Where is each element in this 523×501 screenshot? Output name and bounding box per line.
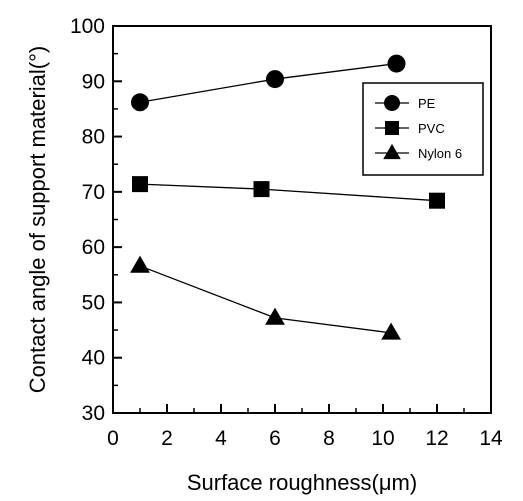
legend-marker	[385, 121, 399, 135]
legend: PE PVC Nylon 6	[362, 82, 484, 176]
x-tick-label: 12	[425, 427, 448, 450]
legend-label: Nylon 6	[418, 146, 462, 161]
data-point	[429, 192, 445, 209]
legend-marker	[383, 143, 401, 160]
legend-marker	[384, 95, 400, 111]
data-point	[266, 70, 284, 89]
y-axis-title: Contact angle of support material(°)	[25, 46, 50, 394]
series-layer	[130, 54, 445, 340]
y-tick-label: 100	[70, 15, 105, 38]
y-tick-label: 70	[82, 181, 105, 204]
legend-box	[362, 82, 484, 176]
y-tick-label: 80	[82, 126, 105, 149]
x-tick-label: 6	[269, 427, 281, 450]
y-axis: 30 40 50 60 70 80 90 100	[70, 15, 122, 425]
data-point	[265, 307, 285, 325]
series-line	[139, 265, 392, 334]
data-point	[130, 255, 150, 273]
y-tick-label: 30	[82, 402, 105, 425]
x-tick-label: 2	[161, 427, 173, 450]
y-tick-label: 50	[82, 291, 105, 314]
legend-label: PVC	[418, 121, 445, 136]
x-tick-label: 8	[323, 427, 335, 450]
series-line	[139, 183, 438, 202]
data-point	[253, 181, 270, 198]
x-tick-label: 10	[371, 427, 394, 450]
data-point	[381, 322, 401, 340]
y-tick-label: 40	[82, 347, 105, 370]
data-point	[387, 54, 406, 73]
x-tick-label: 14	[479, 427, 503, 450]
x-tick-label: 0	[107, 427, 119, 450]
legend-label: PE	[418, 96, 436, 111]
y-tick-label: 90	[82, 70, 105, 93]
x-tick-label: 4	[215, 427, 227, 450]
data-point	[132, 176, 148, 193]
data-point	[131, 93, 149, 112]
y-tick-label: 60	[82, 236, 105, 259]
x-axis: 0 2 4 6 8 10 12 14	[107, 404, 503, 450]
x-axis-title: Surface roughness(μm)	[187, 470, 417, 495]
